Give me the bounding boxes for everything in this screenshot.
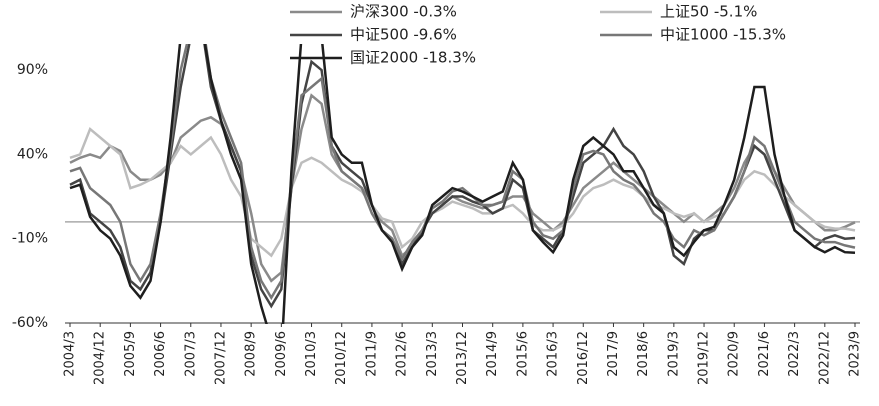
x-tick-label: 2019/12 bbox=[697, 331, 712, 385]
x-tick-label: 2016/3 bbox=[546, 331, 561, 377]
x-tick-label: 2018/6 bbox=[636, 331, 651, 377]
x-tick-label: 2013/12 bbox=[455, 331, 470, 385]
x-tick-label: 2010/3 bbox=[304, 331, 319, 377]
legend-label: 上证50 -5.1% bbox=[660, 3, 757, 21]
y-tick-label: 90% bbox=[17, 62, 48, 78]
x-tick-label: 2019/3 bbox=[666, 331, 681, 377]
x-tick-label: 2022/3 bbox=[787, 331, 802, 377]
x-tick-label: 2007/12 bbox=[213, 331, 228, 385]
legend-label: 国证2000 -18.3% bbox=[350, 49, 476, 67]
x-tick-label: 2017/9 bbox=[606, 331, 621, 377]
x-tick-label: 2014/9 bbox=[485, 331, 500, 377]
y-tick-label: -10% bbox=[12, 231, 48, 247]
x-tick-label: 2011/9 bbox=[364, 331, 379, 377]
x-tick-label: 2015/6 bbox=[515, 331, 530, 377]
x-tick-label: 2004/12 bbox=[93, 331, 108, 385]
x-tick-label: 2009/6 bbox=[274, 331, 289, 377]
x-tick-label: 2021/6 bbox=[757, 331, 772, 377]
x-tick-label: 2008/9 bbox=[244, 331, 259, 377]
legend-label: 中证500 -9.6% bbox=[350, 26, 457, 44]
x-tick-label: 2023/9 bbox=[848, 331, 863, 377]
x-tick-label: 2006/6 bbox=[153, 331, 168, 377]
x-tick-label: 2005/9 bbox=[123, 331, 138, 377]
x-tick-label: 2020/9 bbox=[727, 331, 742, 377]
x-tick-label: 2013/3 bbox=[425, 331, 440, 377]
x-tick-label: 2016/12 bbox=[576, 331, 591, 385]
legend-label: 中证1000 -15.3% bbox=[660, 26, 786, 44]
legend: 沪深300 -0.3% 上证50 -5.1% 中证500 -9.6% 中证1000 -… bbox=[290, 3, 786, 67]
series-line bbox=[69, 44, 856, 301]
x-tick-label: 2012/6 bbox=[395, 331, 410, 377]
series-line bbox=[69, 44, 856, 324]
x-tick-label: 2004/3 bbox=[63, 331, 78, 377]
x-tick-label: 2010/12 bbox=[334, 331, 349, 385]
y-tick-label: -60% bbox=[12, 315, 48, 331]
x-tick-label: 2007/3 bbox=[183, 331, 198, 377]
legend-label: 沪深300 -0.3% bbox=[350, 3, 457, 21]
x-tick-label: 2022/12 bbox=[817, 331, 832, 385]
y-tick-label: 40% bbox=[17, 146, 48, 162]
